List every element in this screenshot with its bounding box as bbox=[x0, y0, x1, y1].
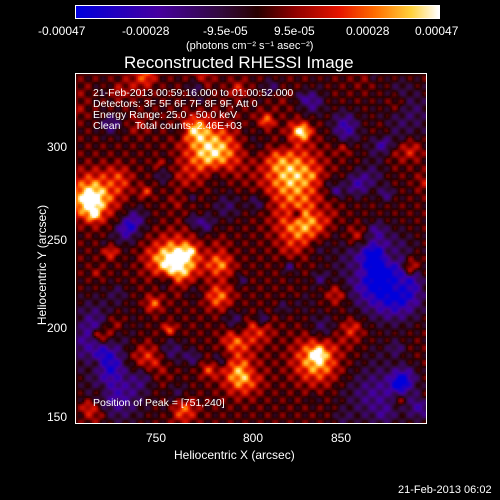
y-tick-label: 300 bbox=[47, 140, 68, 154]
colorbar-tick-label: -0.00028 bbox=[122, 24, 170, 38]
info-detectors: Detectors: 3F 5F 6F 7F 8F 9F, Att 0 bbox=[93, 98, 258, 110]
peak-position-label: Position of Peak = [751,240] bbox=[93, 397, 225, 409]
image-title: Reconstructed RHESSI Image bbox=[124, 53, 354, 72]
info-clean-counts: Clean Total counts: 2.46E+03 bbox=[93, 120, 242, 132]
colorbar-tick-label: 0.00028 bbox=[346, 24, 390, 38]
colorbar-unit-label: (photons cm⁻² s⁻¹ asec⁻²) bbox=[186, 40, 314, 52]
colorbar-tick-label: 0.00047 bbox=[415, 24, 459, 38]
y-axis-label: Heliocentric Y (arcsec) bbox=[35, 204, 49, 326]
rhessi-image-plot bbox=[75, 73, 427, 424]
info-time-range: 21-Feb-2013 00:59:16.000 to 01:00:52.000 bbox=[93, 87, 294, 99]
y-tick-label: 150 bbox=[47, 410, 68, 424]
colorbar-tick-label: 9.5e-05 bbox=[274, 24, 315, 38]
colorbar-gradient bbox=[76, 6, 439, 18]
y-tick-label: 250 bbox=[47, 233, 68, 247]
y-tick-label: 200 bbox=[47, 321, 68, 335]
rhessi-heatmap bbox=[76, 74, 426, 423]
colorbar-tick-label: -9.5e-05 bbox=[203, 24, 248, 38]
info-energy-range: Energy Range: 25.0 - 50.0 keV bbox=[93, 109, 238, 121]
colorbar-tick-label: -0.00047 bbox=[38, 24, 86, 38]
footer-timestamp: 21-Feb-2013 06:02 bbox=[398, 484, 492, 496]
x-axis-label: Heliocentric X (arcsec) bbox=[174, 448, 295, 462]
x-tick-label: 850 bbox=[331, 431, 352, 445]
x-tick-label: 750 bbox=[146, 431, 167, 445]
colorbar bbox=[75, 5, 440, 19]
x-tick-label: 800 bbox=[243, 431, 264, 445]
